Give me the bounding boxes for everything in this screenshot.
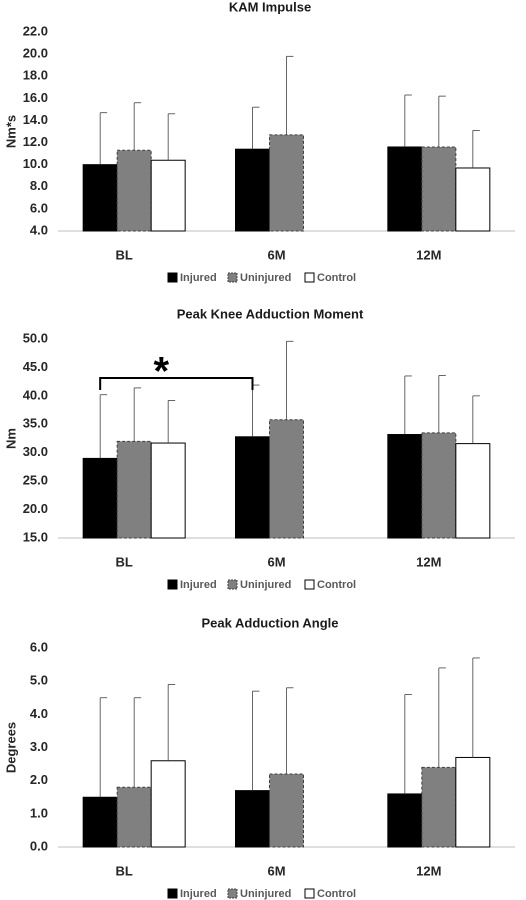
legend-swatch [304, 272, 315, 283]
bar [269, 419, 304, 539]
y-tick-label: 5.0 [30, 673, 48, 688]
bar [387, 434, 423, 539]
chart: KAM Impulse Nm*s 4.0 6.0 8.0 10.0 12.0 14.0 16.0… [3, 0, 515, 284]
y-axis-label: Degrees [3, 722, 18, 773]
x-tick-label: 12M [416, 863, 441, 878]
legend-label: Uninjured [240, 888, 291, 900]
legend-swatch [304, 888, 315, 899]
y-tick-label: 2.0 [30, 772, 48, 787]
legend-swatch [304, 579, 315, 590]
x-tick-label: BL [115, 863, 132, 878]
y-tick-label: 14.0 [23, 112, 48, 127]
y-tick-label: 3.0 [30, 739, 48, 754]
y-tick-label: 16.0 [23, 90, 48, 105]
y-tick-label: 45.0 [23, 359, 48, 374]
y-tick-label: 12.0 [23, 134, 48, 149]
bar [150, 159, 186, 232]
legend-label: Injured [180, 272, 217, 284]
chart-title: Peak Knee Adduction Moment [177, 306, 364, 321]
legend-swatch [167, 272, 178, 283]
significance-bracket [99, 377, 254, 390]
x-tick-label: BL [115, 247, 132, 262]
bar [387, 793, 423, 848]
x-tick-label: 6M [267, 554, 285, 569]
legend-swatch [167, 579, 178, 590]
y-axis-label: Nm [3, 428, 18, 449]
bar [421, 432, 457, 539]
x-tick-label: 12M [416, 247, 441, 262]
bar [269, 134, 304, 232]
y-tick-label: 1.0 [30, 805, 48, 820]
chart: Peak Adduction Angle Degrees 0.0 1.0 2.0 3.0 4… [3, 615, 515, 900]
y-tick-label: 22.0 [23, 23, 48, 38]
x-tick-label: 6M [267, 863, 285, 878]
legend-swatch [227, 888, 238, 899]
y-axis-label: Nm*s [3, 115, 18, 148]
y-tick-label: 40.0 [23, 387, 48, 402]
bar [82, 164, 118, 232]
y-tick-label: 30.0 [23, 444, 48, 459]
chart-title: KAM Impulse [229, 0, 311, 14]
bar [269, 773, 304, 848]
y-tick-label: 6.0 [30, 639, 48, 654]
legend-swatch [227, 579, 238, 590]
legend-swatch [167, 888, 178, 899]
y-tick-label: 8.0 [30, 178, 48, 193]
y-tick-label: 6.0 [30, 200, 48, 215]
bar [455, 443, 491, 539]
bar [82, 796, 118, 848]
legend-label: Control [317, 888, 356, 900]
y-tick-label: 15.0 [23, 529, 48, 544]
legend-label: Uninjured [240, 272, 291, 284]
bar [387, 146, 423, 232]
x-tick-label: 12M [416, 554, 441, 569]
x-tick-label: BL [115, 554, 132, 569]
y-tick-label: 18.0 [23, 68, 48, 83]
bar [235, 436, 270, 539]
bar [116, 786, 152, 848]
legend-label: Control [317, 272, 356, 284]
x-tick-label: 6M [267, 247, 285, 262]
legend-label: Injured [180, 888, 217, 900]
annotation: * [154, 350, 170, 394]
bar [455, 756, 491, 848]
y-tick-label: 4.0 [30, 222, 48, 237]
bar [150, 760, 186, 848]
y-tick-label: 20.0 [23, 501, 48, 516]
bar [150, 442, 186, 539]
y-tick-label: 25.0 [23, 473, 48, 488]
y-tick-label: 20.0 [23, 46, 48, 61]
y-tick-label: 10.0 [23, 156, 48, 171]
legend-swatch [227, 272, 238, 283]
bar [235, 790, 270, 848]
bar [116, 149, 152, 232]
y-tick-label: 50.0 [23, 330, 48, 345]
y-tick-label: 4.0 [30, 706, 48, 721]
y-tick-label: 35.0 [23, 416, 48, 431]
bar [421, 766, 457, 848]
chart: Peak Knee Adduction Moment Nm 15.0 20.0 25.0… [3, 306, 515, 591]
bar [455, 167, 491, 232]
legend-label: Control [317, 579, 356, 591]
y-tick-label: 0.0 [30, 838, 48, 853]
bar [116, 440, 152, 539]
legend-label: Uninjured [240, 579, 291, 591]
bar [235, 148, 270, 232]
chart-title: Peak Adduction Angle [202, 615, 339, 630]
legend-label: Injured [180, 579, 217, 591]
bar [82, 457, 118, 539]
bar [421, 146, 457, 232]
